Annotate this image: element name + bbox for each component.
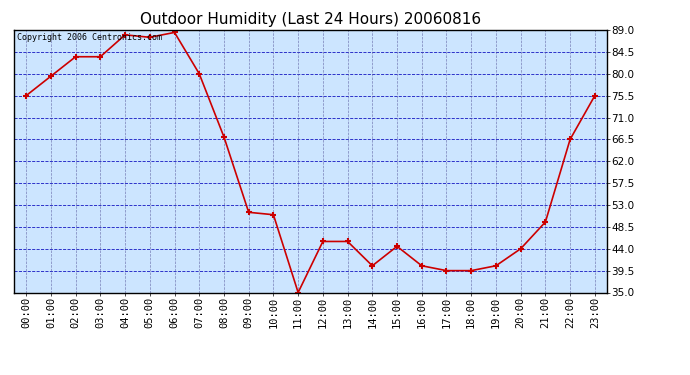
Title: Outdoor Humidity (Last 24 Hours) 20060816: Outdoor Humidity (Last 24 Hours) 2006081…: [140, 12, 481, 27]
Text: Copyright 2006 Centronics.com: Copyright 2006 Centronics.com: [17, 33, 161, 42]
